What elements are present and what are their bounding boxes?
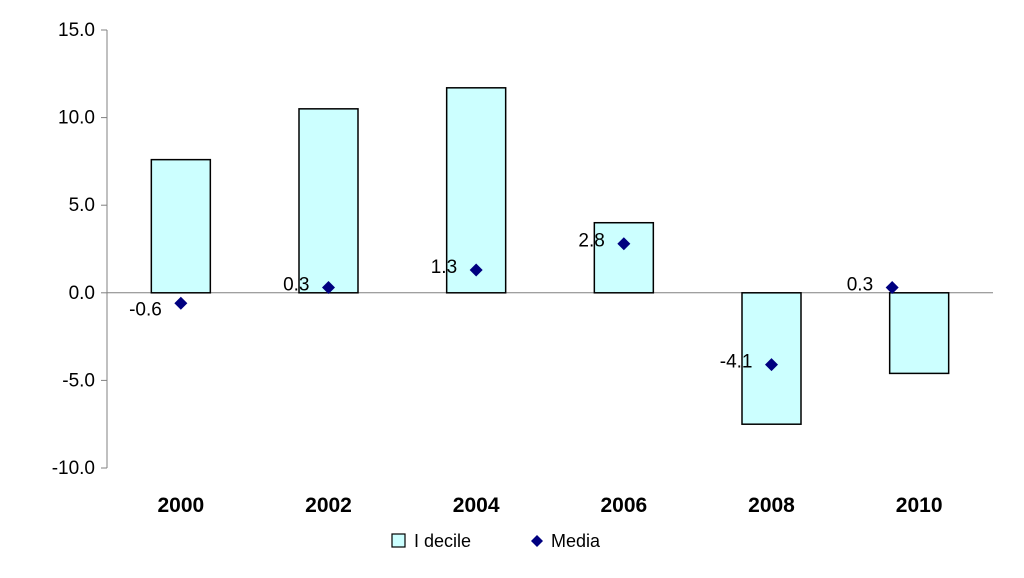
marker-series [174,237,899,372]
legend-swatch-media [531,535,543,547]
axes: 15.0 10.0 5.0 0.0 -5.0 -10.0 2000 2002 2004 2006 2… [52,20,993,517]
x-tick-label-2010: 2010 [896,494,943,517]
y-tick-label: -10.0 [52,458,95,479]
legend-label-media: Media [551,531,601,551]
media-marker-2008 [765,358,778,372]
y-tick-label: -5.0 [62,370,95,391]
x-tick-label-2006: 2006 [600,494,647,517]
media-marker-2000 [174,296,188,310]
x-tick-label-2004: 2004 [453,494,500,517]
bar-2004 [445,87,507,294]
bar-series [150,87,950,425]
bar-2010 [888,292,950,375]
media-data-label-2000: -0.6 [129,299,162,320]
media-data-label-2002: 0.3 [283,275,309,296]
legend: I decile Media [391,531,601,551]
y-tick-label: 0.0 [69,283,95,304]
media-marker-2010 [885,281,899,295]
y-tick-label: 5.0 [69,195,95,216]
media-marker-2002 [322,281,335,295]
media-data-label-2010: 0.3 [847,275,873,296]
bar-2000 [150,158,212,294]
media-data-label-2006: 2.8 [578,231,604,252]
legend-label-i-decile: I decile [414,531,471,551]
media-data-label-2004: 1.3 [431,257,457,278]
y-tick-label: 15.0 [58,20,95,41]
media-marker-2006 [617,237,631,251]
data-labels: -0.6 0.3 1.3 2.8 -4.1 0.3 [129,231,873,373]
bar-2006 [593,221,655,294]
x-tick-label-2000: 2000 [157,494,204,517]
media-marker-2004 [469,263,483,277]
bar-2002 [298,108,359,294]
media-data-label-2008: -4.1 [720,352,753,373]
x-tick-label-2008: 2008 [748,494,795,517]
legend-swatch-i-decile [391,533,406,548]
x-tick-label-2002: 2002 [305,494,352,517]
y-tick-label: 10.0 [58,108,95,129]
